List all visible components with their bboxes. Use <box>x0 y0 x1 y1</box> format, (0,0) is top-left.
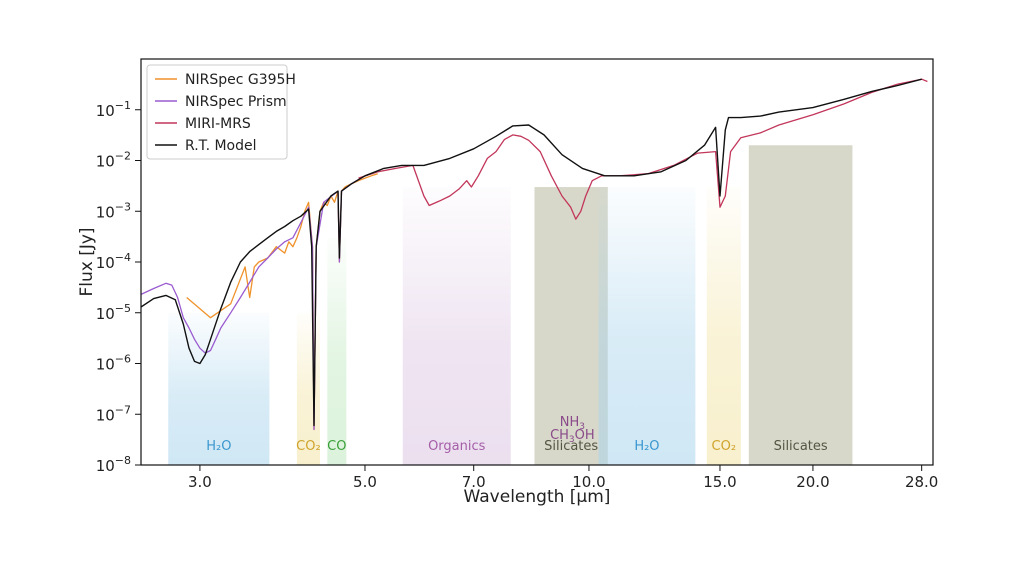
x-tick-label: 15.0 <box>703 473 736 491</box>
x-tick-label: 5.0 <box>353 473 377 491</box>
band-label-7: Silicates <box>774 439 828 454</box>
legend-entry: NIRSpec Prism <box>185 94 287 110</box>
x-tick-label: 7.0 <box>462 473 486 491</box>
legend-entry: NIRSpec G395H <box>185 72 296 88</box>
legend-entry: R.T. Model <box>185 138 257 154</box>
y-tick-label: 10−3 <box>96 200 131 221</box>
y-axis-label: Flux [Jy] <box>77 227 97 296</box>
band-5 <box>598 187 696 465</box>
band-label-2: CO <box>327 439 346 454</box>
y-tick-label: 10−2 <box>96 150 131 171</box>
y-axis: 10−8 10−7 10−6 10−5 10−4 10−3 10−2 10−1 <box>96 99 141 475</box>
y-tick-label: 10−6 <box>96 353 131 374</box>
y-tick-label: 10−5 <box>96 302 131 323</box>
y-tick-label: 10−8 <box>96 454 131 475</box>
x-tick-label: 3.0 <box>188 473 212 491</box>
band-label-1: CO₂ <box>296 439 321 454</box>
legend: NIRSpec G395H NIRSpec Prism MIRI-MRS R.T. M… <box>146 64 296 160</box>
x-tick-label: 28.0 <box>905 473 938 491</box>
series-line-miri-mrs <box>358 78 928 220</box>
band-0 <box>168 312 270 465</box>
band-label-5: H₂O <box>634 439 659 454</box>
band-7 <box>748 145 853 466</box>
series-layer <box>141 78 928 431</box>
band-2 <box>327 237 347 465</box>
legend-entry: MIRI-MRS <box>185 116 251 132</box>
legend-box <box>146 64 288 160</box>
y-tick-label: 10−1 <box>96 99 131 120</box>
x-axis: 3.0 5.0 7.0 10.0 15.0 20.0 28.0 <box>188 465 938 491</box>
band-label-6: CO₂ <box>712 439 737 454</box>
x-axis-label: Wavelength [μm] <box>464 487 611 507</box>
band-3 <box>402 187 511 465</box>
annotation-1: CH3OH <box>550 428 595 445</box>
band-label-4: Silicates <box>544 439 598 454</box>
series-line-r-t-model <box>141 78 922 427</box>
band-labels-layer: H₂O CO₂ CO Organics Silicates H₂O CO₂ Silicates… <box>206 415 828 454</box>
band-label-3: Organics <box>428 439 486 454</box>
y-tick-label: 10−7 <box>96 403 131 424</box>
x-tick-label: 20.0 <box>796 473 829 491</box>
bands-layer <box>168 145 853 466</box>
band-6 <box>706 187 741 465</box>
annotation-0: NH3 <box>560 415 585 432</box>
band-label-0: H₂O <box>206 439 231 454</box>
y-tick-label: 10−4 <box>96 251 131 272</box>
x-tick-label: 10.0 <box>572 473 605 491</box>
band-4 <box>534 187 608 465</box>
